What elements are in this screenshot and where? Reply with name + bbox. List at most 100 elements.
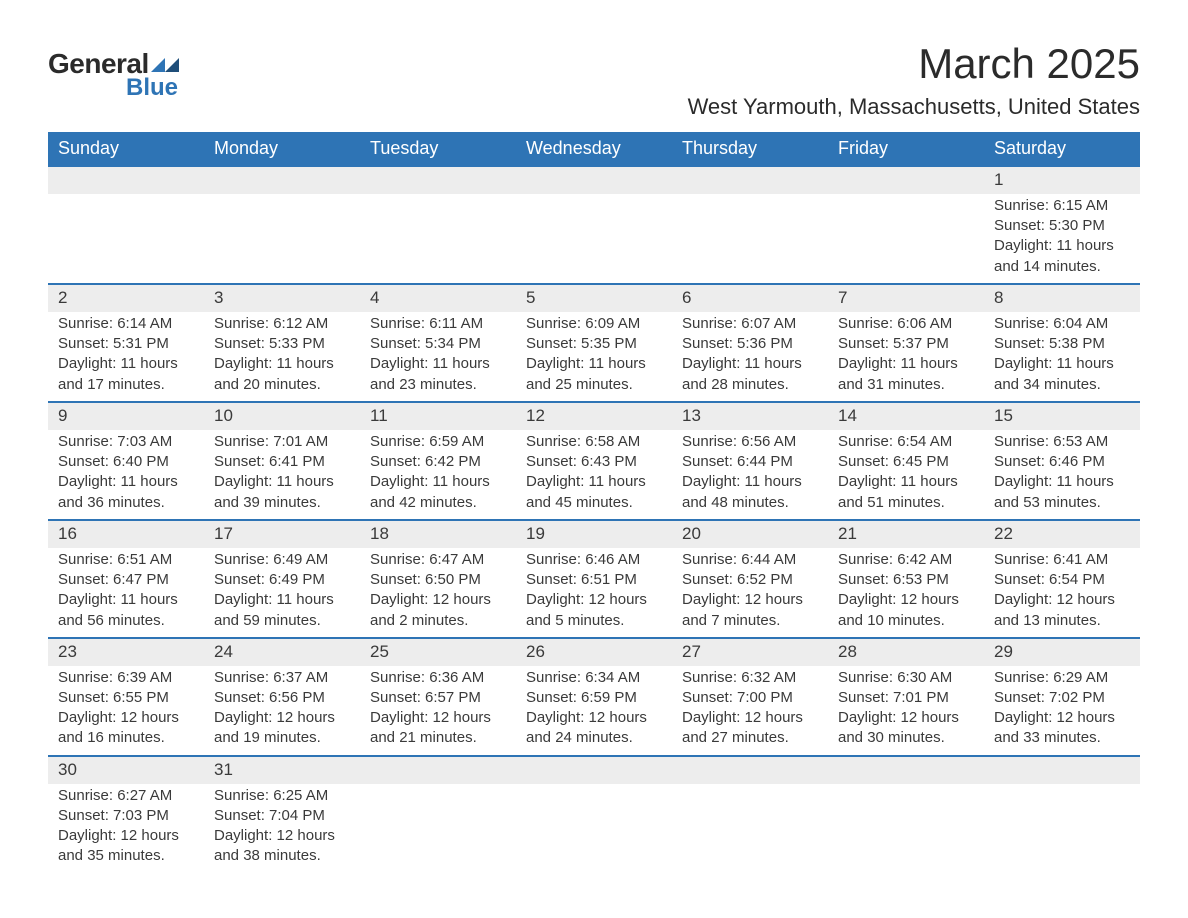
daylight-line-2: and 17 minutes. (58, 375, 194, 395)
calendar-cell: 7Sunrise: 6:06 AMSunset: 5:37 PMDaylight… (828, 284, 984, 402)
sunset-line: Sunset: 5:37 PM (838, 334, 974, 354)
day-number: 18 (360, 521, 516, 548)
day-number: 13 (672, 403, 828, 430)
calendar-cell: 31Sunrise: 6:25 AMSunset: 7:04 PMDayligh… (204, 756, 360, 873)
day-body: Sunrise: 6:04 AMSunset: 5:38 PMDaylight:… (984, 312, 1140, 401)
daylight-line-2: and 31 minutes. (838, 375, 974, 395)
day-number: 1 (984, 167, 1140, 194)
calendar-cell: 11Sunrise: 6:59 AMSunset: 6:42 PMDayligh… (360, 402, 516, 520)
daylight-line-1: Daylight: 11 hours (58, 590, 194, 610)
sunrise-line: Sunrise: 6:56 AM (682, 432, 818, 452)
calendar-cell: 14Sunrise: 6:54 AMSunset: 6:45 PMDayligh… (828, 402, 984, 520)
calendar-cell (516, 166, 672, 284)
daylight-line-1: Daylight: 12 hours (682, 708, 818, 728)
calendar-week-row: 23Sunrise: 6:39 AMSunset: 6:55 PMDayligh… (48, 638, 1140, 756)
col-header: Saturday (984, 132, 1140, 166)
day-body (516, 784, 672, 862)
day-number-bar (828, 757, 984, 784)
day-body: Sunrise: 6:30 AMSunset: 7:01 PMDaylight:… (828, 666, 984, 755)
calendar-cell: 19Sunrise: 6:46 AMSunset: 6:51 PMDayligh… (516, 520, 672, 638)
day-number: 6 (672, 285, 828, 312)
calendar-cell: 1Sunrise: 6:15 AMSunset: 5:30 PMDaylight… (984, 166, 1140, 284)
day-body (360, 194, 516, 272)
calendar-cell: 27Sunrise: 6:32 AMSunset: 7:00 PMDayligh… (672, 638, 828, 756)
calendar-cell: 10Sunrise: 7:01 AMSunset: 6:41 PMDayligh… (204, 402, 360, 520)
sunrise-line: Sunrise: 6:42 AM (838, 550, 974, 570)
day-body: Sunrise: 6:14 AMSunset: 5:31 PMDaylight:… (48, 312, 204, 401)
daylight-line-2: and 27 minutes. (682, 728, 818, 748)
calendar-week-row: 30Sunrise: 6:27 AMSunset: 7:03 PMDayligh… (48, 756, 1140, 873)
sunset-line: Sunset: 5:30 PM (994, 216, 1130, 236)
daylight-line-1: Daylight: 11 hours (994, 236, 1130, 256)
daylight-line-1: Daylight: 12 hours (370, 708, 506, 728)
sunset-line: Sunset: 7:00 PM (682, 688, 818, 708)
daylight-line-1: Daylight: 11 hours (370, 472, 506, 492)
sunrise-line: Sunrise: 6:58 AM (526, 432, 662, 452)
day-number: 5 (516, 285, 672, 312)
daylight-line-2: and 45 minutes. (526, 493, 662, 513)
day-body (360, 784, 516, 862)
sunrise-line: Sunrise: 6:37 AM (214, 668, 350, 688)
sunrise-line: Sunrise: 6:32 AM (682, 668, 818, 688)
col-header: Tuesday (360, 132, 516, 166)
day-body: Sunrise: 6:42 AMSunset: 6:53 PMDaylight:… (828, 548, 984, 637)
day-number: 24 (204, 639, 360, 666)
day-number: 28 (828, 639, 984, 666)
daylight-line-1: Daylight: 11 hours (526, 472, 662, 492)
day-body: Sunrise: 6:25 AMSunset: 7:04 PMDaylight:… (204, 784, 360, 873)
day-body (984, 784, 1140, 862)
calendar-cell: 23Sunrise: 6:39 AMSunset: 6:55 PMDayligh… (48, 638, 204, 756)
day-body: Sunrise: 6:54 AMSunset: 6:45 PMDaylight:… (828, 430, 984, 519)
sunrise-line: Sunrise: 6:51 AM (58, 550, 194, 570)
sunset-line: Sunset: 6:59 PM (526, 688, 662, 708)
day-body: Sunrise: 7:01 AMSunset: 6:41 PMDaylight:… (204, 430, 360, 519)
day-body (672, 784, 828, 862)
day-number-bar (360, 167, 516, 194)
sunrise-line: Sunrise: 6:07 AM (682, 314, 818, 334)
day-body: Sunrise: 6:59 AMSunset: 6:42 PMDaylight:… (360, 430, 516, 519)
day-body: Sunrise: 6:49 AMSunset: 6:49 PMDaylight:… (204, 548, 360, 637)
day-number: 23 (48, 639, 204, 666)
sunset-line: Sunset: 6:53 PM (838, 570, 974, 590)
daylight-line-2: and 42 minutes. (370, 493, 506, 513)
daylight-line-2: and 48 minutes. (682, 493, 818, 513)
daylight-line-2: and 51 minutes. (838, 493, 974, 513)
daylight-line-2: and 30 minutes. (838, 728, 974, 748)
sunrise-line: Sunrise: 6:49 AM (214, 550, 350, 570)
sunset-line: Sunset: 6:47 PM (58, 570, 194, 590)
day-body (516, 194, 672, 272)
day-number-bar (48, 167, 204, 194)
calendar-cell: 3Sunrise: 6:12 AMSunset: 5:33 PMDaylight… (204, 284, 360, 402)
calendar-body: 1Sunrise: 6:15 AMSunset: 5:30 PMDaylight… (48, 166, 1140, 873)
daylight-line-1: Daylight: 12 hours (838, 708, 974, 728)
sunrise-line: Sunrise: 6:44 AM (682, 550, 818, 570)
day-body: Sunrise: 6:44 AMSunset: 6:52 PMDaylight:… (672, 548, 828, 637)
sunrise-line: Sunrise: 6:39 AM (58, 668, 194, 688)
sunrise-line: Sunrise: 7:03 AM (58, 432, 194, 452)
day-number: 9 (48, 403, 204, 430)
sunrise-line: Sunrise: 6:30 AM (838, 668, 974, 688)
sunset-line: Sunset: 7:01 PM (838, 688, 974, 708)
calendar-cell (360, 756, 516, 873)
sunset-line: Sunset: 6:44 PM (682, 452, 818, 472)
daylight-line-1: Daylight: 11 hours (838, 472, 974, 492)
day-number-bar (672, 167, 828, 194)
day-body (48, 194, 204, 272)
title-block: March 2025 West Yarmouth, Massachusetts,… (688, 40, 1140, 120)
sunset-line: Sunset: 5:34 PM (370, 334, 506, 354)
day-number: 7 (828, 285, 984, 312)
calendar-cell: 5Sunrise: 6:09 AMSunset: 5:35 PMDaylight… (516, 284, 672, 402)
sunset-line: Sunset: 6:41 PM (214, 452, 350, 472)
daylight-line-2: and 21 minutes. (370, 728, 506, 748)
calendar-cell: 16Sunrise: 6:51 AMSunset: 6:47 PMDayligh… (48, 520, 204, 638)
calendar-cell: 25Sunrise: 6:36 AMSunset: 6:57 PMDayligh… (360, 638, 516, 756)
sunrise-line: Sunrise: 6:06 AM (838, 314, 974, 334)
daylight-line-2: and 2 minutes. (370, 611, 506, 631)
sunrise-line: Sunrise: 6:27 AM (58, 786, 194, 806)
day-number: 20 (672, 521, 828, 548)
day-number: 14 (828, 403, 984, 430)
day-body: Sunrise: 6:53 AMSunset: 6:46 PMDaylight:… (984, 430, 1140, 519)
day-number: 25 (360, 639, 516, 666)
daylight-line-2: and 10 minutes. (838, 611, 974, 631)
sunrise-line: Sunrise: 7:01 AM (214, 432, 350, 452)
